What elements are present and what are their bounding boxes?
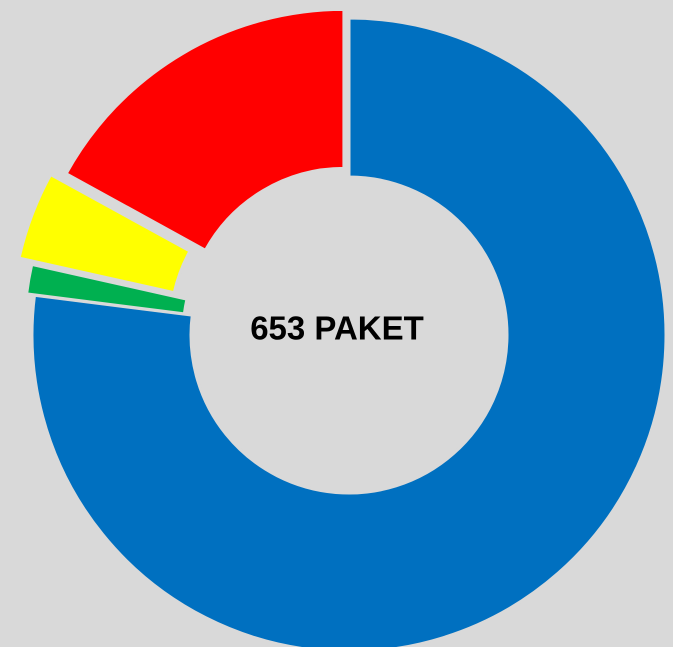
center-label: 653 PAKET (250, 310, 424, 347)
donut-slice (17, 172, 193, 295)
donut-slice (64, 7, 346, 253)
donut-slice (24, 262, 189, 316)
donut-slice (30, 16, 668, 647)
slices (17, 7, 668, 647)
